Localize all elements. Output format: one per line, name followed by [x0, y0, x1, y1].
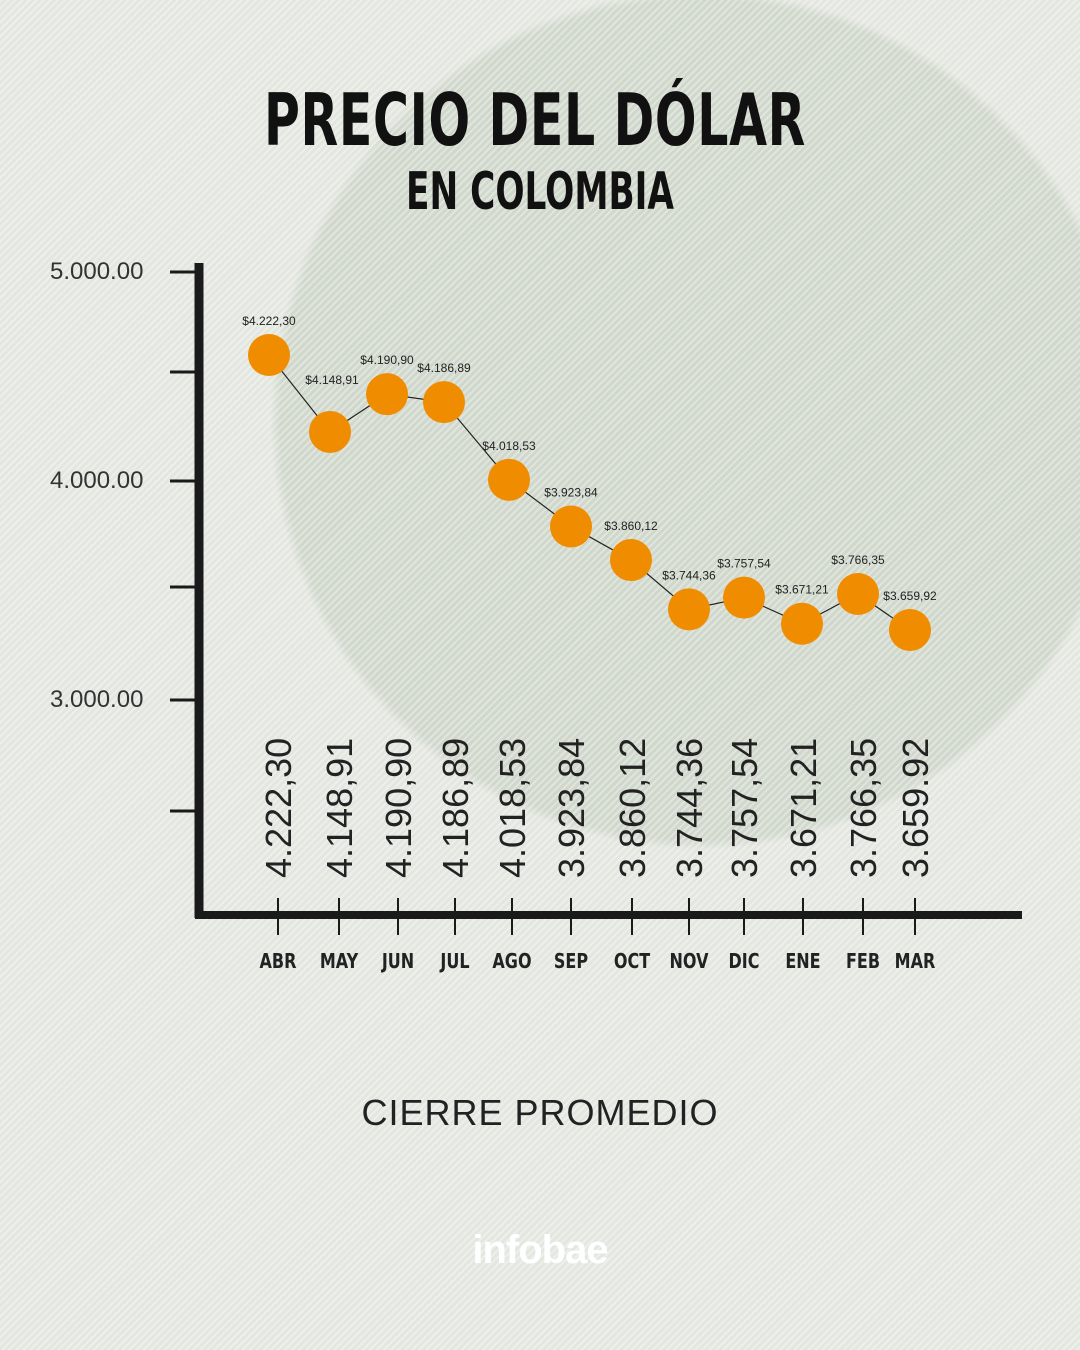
vertical-value-label: 3.659.92 — [895, 738, 936, 878]
data-label: $3.757,54 — [717, 557, 771, 571]
data-point — [781, 602, 823, 645]
infobae-logo: infobae — [472, 1228, 608, 1272]
data-label: $3.766,35 — [831, 553, 885, 567]
vertical-value-label: 4.148,91 — [319, 738, 360, 878]
x-tick-label: JUN — [380, 950, 414, 973]
chart-caption: CIERRE PROMEDIO — [361, 1092, 719, 1133]
data-point — [837, 572, 879, 615]
data-label: $3.860,12 — [604, 519, 658, 533]
y-tick-label: 4.000.00 — [50, 467, 144, 494]
x-tick-label: MAY — [320, 950, 359, 973]
y-tick-label: 5.000.00 — [50, 258, 144, 285]
x-tick-label: DIC — [729, 950, 760, 973]
vertical-value-label: 3.766,35 — [843, 738, 884, 878]
vertical-value-label: 3.923,84 — [551, 738, 592, 878]
data-label: $4.018,53 — [482, 439, 536, 453]
vertical-value-label: 3.744,36 — [669, 738, 710, 878]
data-label: $3.671,21 — [775, 583, 829, 597]
data-label: $4.186,89 — [417, 361, 471, 375]
vertical-value-label: 4.190,90 — [378, 738, 419, 878]
data-label: $3.744,36 — [662, 568, 716, 582]
data-point — [423, 381, 465, 424]
y-tick-label: 3.000.00 — [50, 686, 144, 713]
data-point — [550, 505, 592, 548]
vertical-value-label: 4.222,30 — [258, 738, 299, 878]
data-label: $4.222,30 — [242, 314, 296, 328]
data-point — [668, 588, 710, 631]
chart-subtitle: EN COLOMBIA — [406, 162, 674, 222]
x-tick-label: ENE — [785, 950, 820, 973]
x-tick-label: MAR — [895, 950, 936, 973]
data-point — [309, 410, 351, 453]
data-point — [610, 539, 652, 582]
data-label: $3.659,92 — [883, 589, 937, 603]
data-point — [488, 458, 530, 501]
x-tick-label: FEB — [846, 950, 880, 973]
vertical-value-label: 3.671,21 — [783, 738, 824, 878]
data-point — [723, 576, 765, 619]
vertical-value-label: 4.186,89 — [435, 738, 476, 878]
data-point — [889, 609, 931, 651]
data-point — [366, 373, 408, 416]
x-tick-label: AGO — [492, 950, 531, 973]
data-point — [248, 334, 290, 376]
x-tick-label: SEP — [554, 950, 588, 973]
vertical-value-label: 4.018,53 — [492, 738, 533, 878]
x-tick-label: JUL — [439, 950, 470, 973]
marks: $4.222,30 $4.148,91$4.190,90$4.186,89 $4.0… — [242, 314, 937, 651]
x-tick-label: NOV — [670, 950, 709, 973]
x-tick-label: ABR — [260, 950, 297, 973]
vertical-value-label: 3.757,54 — [724, 738, 765, 878]
data-label: $3.923,84 — [544, 485, 598, 499]
axes: ABR 4.222,30 MAY 4.148,91 JUN 4.190,90 JUL 4.18… — [170, 263, 1022, 974]
data-label: $4.190,90 — [360, 353, 414, 367]
x-tick-label: OCT — [614, 950, 651, 973]
chart-title: PRECIO DEL DÓLAR — [263, 78, 807, 162]
vertical-value-label: 3.860,12 — [612, 738, 653, 878]
line-chart: ABR 4.222,30 MAY 4.148,91 JUN 4.190,90 JUL 4.18… — [170, 263, 1022, 974]
data-label: $4.148,91 — [305, 373, 359, 387]
